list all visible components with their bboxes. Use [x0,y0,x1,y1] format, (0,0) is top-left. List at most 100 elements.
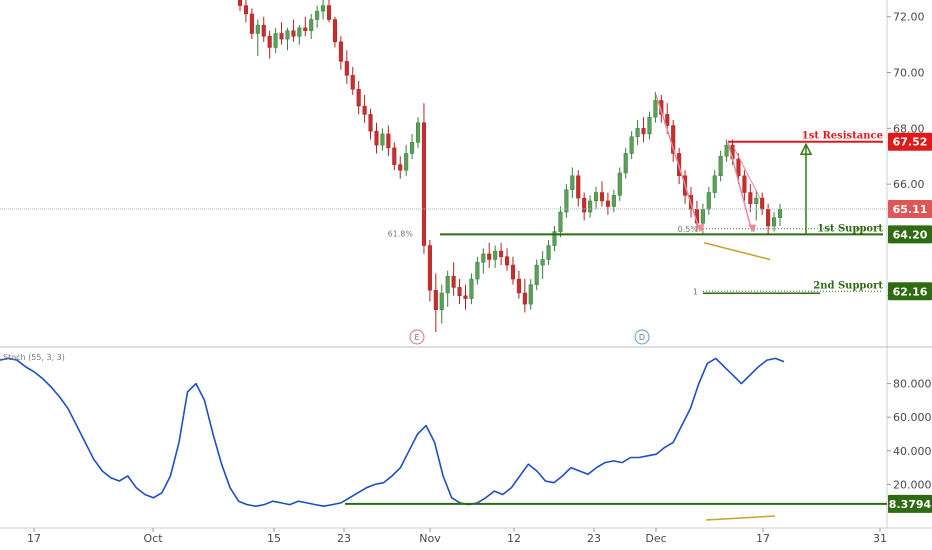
candle-body [605,200,610,207]
last-price-tag-label: 65.11 [893,203,928,216]
time-tick-label: Dec [645,532,666,545]
level-tag-label-support-1: 64.20 [893,228,928,241]
candle-body [671,125,676,154]
level-label-resistance: 1st Resistance [802,131,883,142]
event-marker-circle [409,329,425,345]
candlestick-series [237,0,783,333]
candle-body [706,192,711,210]
candle-body [641,128,646,135]
stochastic-axis[interactable]: 80.0000 60.0000 40.0000 20.0000 8.3794 [887,378,932,513]
fib-label-618: 61.8% [388,229,414,238]
candle-body [599,192,605,202]
candle-body [475,262,480,280]
candle-body [700,209,705,224]
candle-body [576,175,581,199]
candle-body [380,133,385,146]
candle-body [593,192,599,202]
candle-body [273,33,278,48]
level-label-support-2: 2nd Support [813,280,883,291]
time-tick-label: Oct [143,532,163,545]
candle-body [522,292,527,305]
candle-body [777,209,783,218]
time-tick-label: 31 [873,532,887,545]
price-tick-label: 72.00 [893,11,925,24]
candle-body [451,275,456,288]
candle-body [469,278,474,299]
candle-body [635,128,640,137]
candle-body [374,130,379,146]
level-tag-label-resistance: 67.52 [893,136,928,149]
level-tag-support-2 [888,282,932,301]
event-marker-circle [634,329,650,345]
time-tick-label: 15 [267,532,281,545]
candle-body [772,217,777,227]
level-tag-resistance [888,132,932,151]
candle-body [261,24,266,37]
candle-body [493,250,498,260]
candle-body [398,164,403,171]
stochastic-tick-label: 20.0000 [893,478,932,491]
time-axis[interactable]: 17 Oct 15 23 Nov 12 23 Dec 17 31 [27,528,887,545]
candle-body [516,278,521,294]
candle-body [736,158,741,177]
candle-body [653,100,658,118]
candle-body [582,197,587,213]
candle-body [463,295,468,299]
target-arrow-head [799,142,813,156]
candle-body [415,122,421,143]
stochastic-line [0,357,785,507]
level-tag-support-1 [888,225,932,244]
price-axis[interactable]: 72.0070.0068.0066.0062.0067.5264.2062.16… [887,11,932,303]
candle-body [392,147,397,165]
candle-body [570,175,575,190]
time-tick-label: 23 [587,532,601,545]
stochastic-indicator-label: Stoch (55, 3, 3) [3,353,65,362]
stochastic-level-tag [888,494,932,513]
pattern-leg-3 [733,147,761,199]
candle-body [552,231,557,246]
candle-body [291,30,296,37]
last-price-tag [888,199,932,218]
candle-body [724,144,729,157]
candle-body [421,122,427,246]
candle-body [528,284,533,305]
candle-body [504,256,510,266]
candle-body [742,175,747,193]
candle-body [249,13,254,34]
candle-body [344,61,349,76]
stochastic-tick-label: 60.0000 [893,411,932,424]
candle-body [386,133,391,149]
candle-body [255,24,260,34]
pattern-arrowhead-2 [748,224,756,233]
time-tick-label: 23 [337,532,351,545]
time-tick-label: 12 [507,532,521,545]
event-marker-label: E [414,333,419,342]
candle-body [510,264,516,280]
pattern-arrowhead-1 [696,223,704,233]
candle-body [558,211,563,232]
candle-body [588,200,593,213]
candle-body [766,209,771,227]
candle-body [712,175,717,193]
candle-body [623,153,628,174]
candle-body [243,5,248,15]
fib-label-05: 0.5% [678,225,699,234]
candle-body [404,153,409,171]
pattern-leg-1 [655,94,701,232]
divergence-line-price [703,242,771,261]
price-tick-label: 68.00 [893,122,925,135]
candle-body [564,189,569,213]
candle-body [362,105,367,115]
candle-body [754,197,759,204]
candle-body [427,245,432,291]
stochastic-panel: Stoch (55, 3, 3) [0,353,887,521]
candle-body [356,89,361,107]
candle-body [760,197,765,210]
divergence-line-oscillator [705,515,776,521]
candle-body [481,253,486,263]
price-tick-label: 70.00 [893,67,925,80]
time-tick-label: 17 [27,532,41,545]
candle-body [647,116,652,135]
